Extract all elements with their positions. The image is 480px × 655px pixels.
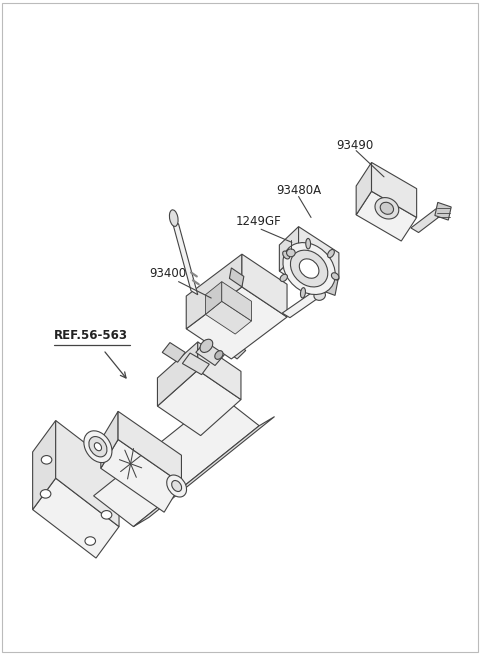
Ellipse shape bbox=[300, 288, 305, 298]
Ellipse shape bbox=[290, 250, 328, 287]
Polygon shape bbox=[172, 220, 198, 295]
Polygon shape bbox=[94, 395, 259, 527]
Polygon shape bbox=[229, 268, 244, 287]
Polygon shape bbox=[186, 254, 242, 329]
Polygon shape bbox=[282, 293, 319, 318]
Polygon shape bbox=[182, 353, 209, 375]
Ellipse shape bbox=[300, 259, 319, 278]
Text: REF.56-563: REF.56-563 bbox=[54, 329, 128, 342]
Polygon shape bbox=[205, 282, 222, 314]
Polygon shape bbox=[162, 343, 185, 362]
Ellipse shape bbox=[85, 537, 96, 545]
Ellipse shape bbox=[167, 475, 187, 497]
Ellipse shape bbox=[101, 511, 112, 519]
Ellipse shape bbox=[314, 290, 325, 301]
Polygon shape bbox=[56, 421, 119, 527]
Polygon shape bbox=[299, 227, 339, 279]
Ellipse shape bbox=[287, 249, 295, 257]
Polygon shape bbox=[242, 254, 287, 317]
Polygon shape bbox=[33, 478, 119, 558]
Polygon shape bbox=[356, 191, 417, 241]
Text: 1249GF: 1249GF bbox=[235, 215, 281, 228]
Ellipse shape bbox=[283, 251, 289, 259]
Ellipse shape bbox=[40, 490, 51, 498]
Ellipse shape bbox=[375, 198, 399, 219]
Ellipse shape bbox=[306, 238, 311, 249]
Polygon shape bbox=[205, 301, 252, 334]
Polygon shape bbox=[222, 282, 252, 321]
Polygon shape bbox=[279, 253, 339, 297]
Polygon shape bbox=[157, 370, 241, 436]
Ellipse shape bbox=[41, 456, 52, 464]
Polygon shape bbox=[101, 411, 118, 468]
Polygon shape bbox=[198, 342, 241, 400]
Polygon shape bbox=[33, 421, 56, 510]
Polygon shape bbox=[435, 202, 451, 220]
Ellipse shape bbox=[169, 210, 178, 227]
Polygon shape bbox=[279, 227, 299, 271]
Polygon shape bbox=[101, 440, 181, 512]
Ellipse shape bbox=[283, 242, 336, 295]
Polygon shape bbox=[221, 339, 246, 359]
Text: 93480A: 93480A bbox=[276, 183, 321, 196]
Polygon shape bbox=[133, 417, 275, 527]
Polygon shape bbox=[186, 287, 287, 359]
Ellipse shape bbox=[280, 274, 288, 282]
Polygon shape bbox=[196, 338, 228, 365]
Ellipse shape bbox=[94, 443, 102, 451]
Ellipse shape bbox=[200, 339, 213, 352]
Text: 93490: 93490 bbox=[336, 139, 373, 152]
Polygon shape bbox=[323, 276, 338, 295]
Ellipse shape bbox=[331, 272, 339, 280]
Ellipse shape bbox=[84, 431, 112, 462]
Text: 93400: 93400 bbox=[149, 267, 186, 280]
Ellipse shape bbox=[380, 202, 394, 214]
Polygon shape bbox=[157, 342, 198, 406]
Ellipse shape bbox=[215, 350, 223, 360]
Ellipse shape bbox=[172, 481, 181, 491]
Ellipse shape bbox=[327, 250, 335, 257]
Ellipse shape bbox=[89, 436, 107, 457]
Polygon shape bbox=[411, 209, 444, 233]
Polygon shape bbox=[372, 162, 417, 217]
Polygon shape bbox=[356, 162, 372, 215]
Polygon shape bbox=[118, 411, 181, 483]
